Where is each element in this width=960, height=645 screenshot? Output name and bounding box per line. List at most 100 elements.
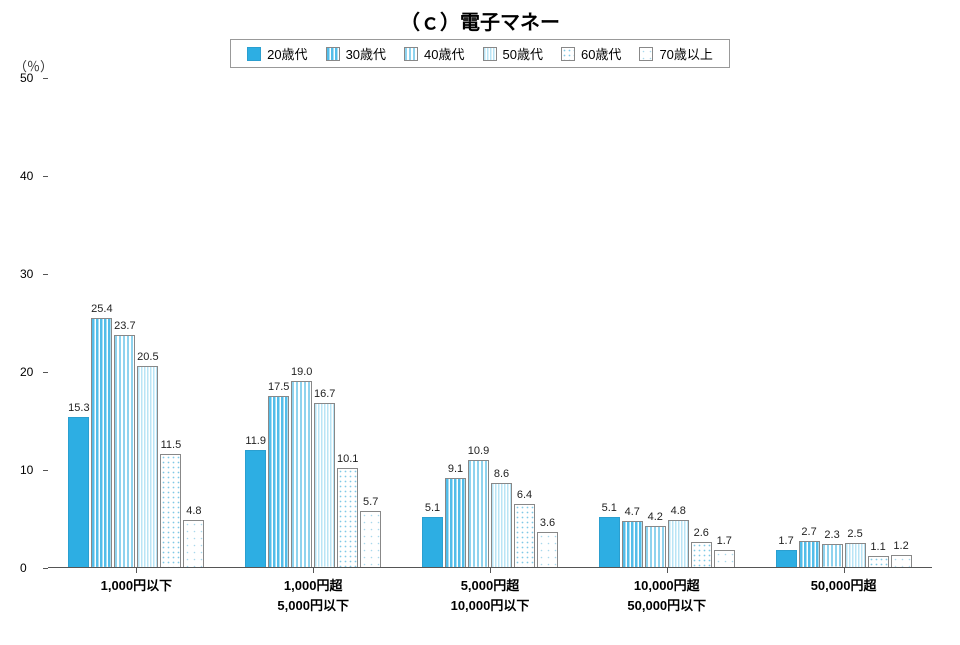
xlabel: 1,000円超5,000円以下 bbox=[228, 576, 398, 615]
bar-value-label: 16.7 bbox=[314, 388, 335, 400]
bar-value-label: 1.2 bbox=[893, 540, 908, 552]
bar: 1.7 bbox=[776, 550, 797, 567]
bar: 19.0 bbox=[291, 381, 312, 567]
bar-value-label: 1.7 bbox=[717, 535, 732, 547]
bar: 23.7 bbox=[114, 335, 135, 567]
bar-value-label: 25.4 bbox=[91, 303, 112, 315]
ytick-mark bbox=[43, 470, 48, 471]
xtick-mark bbox=[844, 567, 845, 573]
bar: 15.3 bbox=[68, 417, 89, 567]
legend-label: 20歳代 bbox=[267, 44, 307, 63]
xlabel: 1,000円以下 bbox=[51, 576, 221, 615]
chart-title: （ｃ）電子マネー bbox=[0, 0, 960, 35]
bar-value-label: 2.6 bbox=[694, 527, 709, 539]
bar: 25.4 bbox=[91, 318, 112, 567]
bar-value-label: 19.0 bbox=[291, 366, 312, 378]
bar-value-label: 4.7 bbox=[625, 506, 640, 518]
xtick-mark bbox=[490, 567, 491, 573]
ytick-mark bbox=[43, 176, 48, 177]
ytick-label: 20 bbox=[20, 365, 33, 379]
bar: 4.2 bbox=[645, 526, 666, 567]
legend-label: 40歳代 bbox=[424, 44, 464, 63]
bar-group: 15.325.423.720.511.54.8 bbox=[62, 318, 210, 567]
xtick-mark bbox=[313, 567, 314, 573]
bar-value-label: 2.7 bbox=[801, 526, 816, 538]
legend-swatch bbox=[326, 47, 340, 61]
legend-swatch bbox=[483, 47, 497, 61]
bar: 1.7 bbox=[714, 550, 735, 567]
legend-swatch bbox=[561, 47, 575, 61]
legend-item: 50歳代 bbox=[483, 44, 543, 63]
bar-value-label: 8.6 bbox=[494, 468, 509, 480]
xtick-mark bbox=[667, 567, 668, 573]
bar-value-label: 20.5 bbox=[137, 351, 158, 363]
bar-value-label: 1.1 bbox=[870, 541, 885, 553]
bar: 1.2 bbox=[891, 555, 912, 567]
xlabel: 5,000円超10,000円以下 bbox=[405, 576, 575, 615]
bar: 6.4 bbox=[514, 504, 535, 567]
bar: 16.7 bbox=[314, 403, 335, 567]
xlabel: 50,000円超 bbox=[759, 576, 929, 615]
ytick-mark bbox=[43, 568, 48, 569]
bar-value-label: 10.9 bbox=[468, 445, 489, 457]
bar: 11.5 bbox=[160, 454, 181, 567]
bar: 2.6 bbox=[691, 542, 712, 567]
bar-value-label: 10.1 bbox=[337, 453, 358, 465]
legend-label: 50歳代 bbox=[503, 44, 543, 63]
bar: 3.6 bbox=[537, 532, 558, 567]
bar: 5.1 bbox=[422, 517, 443, 567]
legend-item: 70歳以上 bbox=[639, 44, 712, 63]
bar: 10.1 bbox=[337, 468, 358, 567]
bar-value-label: 6.4 bbox=[517, 489, 532, 501]
bar-value-label: 2.3 bbox=[824, 529, 839, 541]
ytick-label: 0 bbox=[20, 561, 27, 575]
bar: 5.7 bbox=[360, 511, 381, 567]
bar-value-label: 4.8 bbox=[671, 505, 686, 517]
legend-swatch bbox=[639, 47, 653, 61]
legend-item: 60歳代 bbox=[561, 44, 621, 63]
ytick-label: 40 bbox=[20, 169, 33, 183]
ytick-mark bbox=[43, 274, 48, 275]
ytick-label: 50 bbox=[20, 71, 33, 85]
bar: 8.6 bbox=[491, 483, 512, 567]
legend-label: 60歳代 bbox=[581, 44, 621, 63]
ytick-label: 10 bbox=[20, 463, 33, 477]
bar-value-label: 23.7 bbox=[114, 320, 135, 332]
legend-swatch bbox=[404, 47, 418, 61]
bar-group: 5.14.74.24.82.61.7 bbox=[593, 517, 741, 567]
ytick-mark bbox=[43, 78, 48, 79]
bar: 4.8 bbox=[668, 520, 689, 567]
plot-area: （％） 15.325.423.720.511.54.811.917.519.01… bbox=[48, 78, 932, 615]
legend-item: 30歳代 bbox=[326, 44, 386, 63]
bar-value-label: 2.5 bbox=[847, 528, 862, 540]
legend-label: 70歳以上 bbox=[659, 44, 712, 63]
bar: 20.5 bbox=[137, 366, 158, 567]
bar: 11.9 bbox=[245, 450, 266, 567]
legend-swatch bbox=[247, 47, 261, 61]
xlabel: 10,000円超50,000円以下 bbox=[582, 576, 752, 615]
plot: 15.325.423.720.511.54.811.917.519.016.71… bbox=[48, 78, 932, 568]
ytick-mark bbox=[43, 372, 48, 373]
bar: 1.1 bbox=[868, 556, 889, 567]
bar-value-label: 11.5 bbox=[161, 439, 182, 451]
bar-value-label: 15.3 bbox=[68, 402, 89, 414]
legend-item: 20歳代 bbox=[247, 44, 307, 63]
ytick-label: 30 bbox=[20, 267, 33, 281]
bar: 4.8 bbox=[183, 520, 204, 567]
bar-value-label: 4.2 bbox=[648, 511, 663, 523]
bar-value-label: 17.5 bbox=[268, 381, 289, 393]
bar-value-label: 3.6 bbox=[540, 517, 555, 529]
bar: 2.3 bbox=[822, 544, 843, 567]
bar: 9.1 bbox=[445, 478, 466, 567]
xtick-mark bbox=[136, 567, 137, 573]
legend-label: 30歳代 bbox=[346, 44, 386, 63]
legend: 20歳代 30歳代 40歳代 50歳代 60歳代 70歳以上 bbox=[230, 39, 730, 68]
bar-group: 1.72.72.32.51.11.2 bbox=[770, 541, 918, 567]
x-axis-labels: 1,000円以下1,000円超5,000円以下5,000円超10,000円以下1… bbox=[48, 576, 932, 615]
bar-value-label: 1.7 bbox=[778, 535, 793, 547]
bar: 2.7 bbox=[799, 541, 820, 567]
bar-value-label: 5.1 bbox=[602, 502, 617, 514]
legend-item: 40歳代 bbox=[404, 44, 464, 63]
bar: 2.5 bbox=[845, 543, 866, 568]
bar-value-label: 11.9 bbox=[245, 435, 266, 447]
